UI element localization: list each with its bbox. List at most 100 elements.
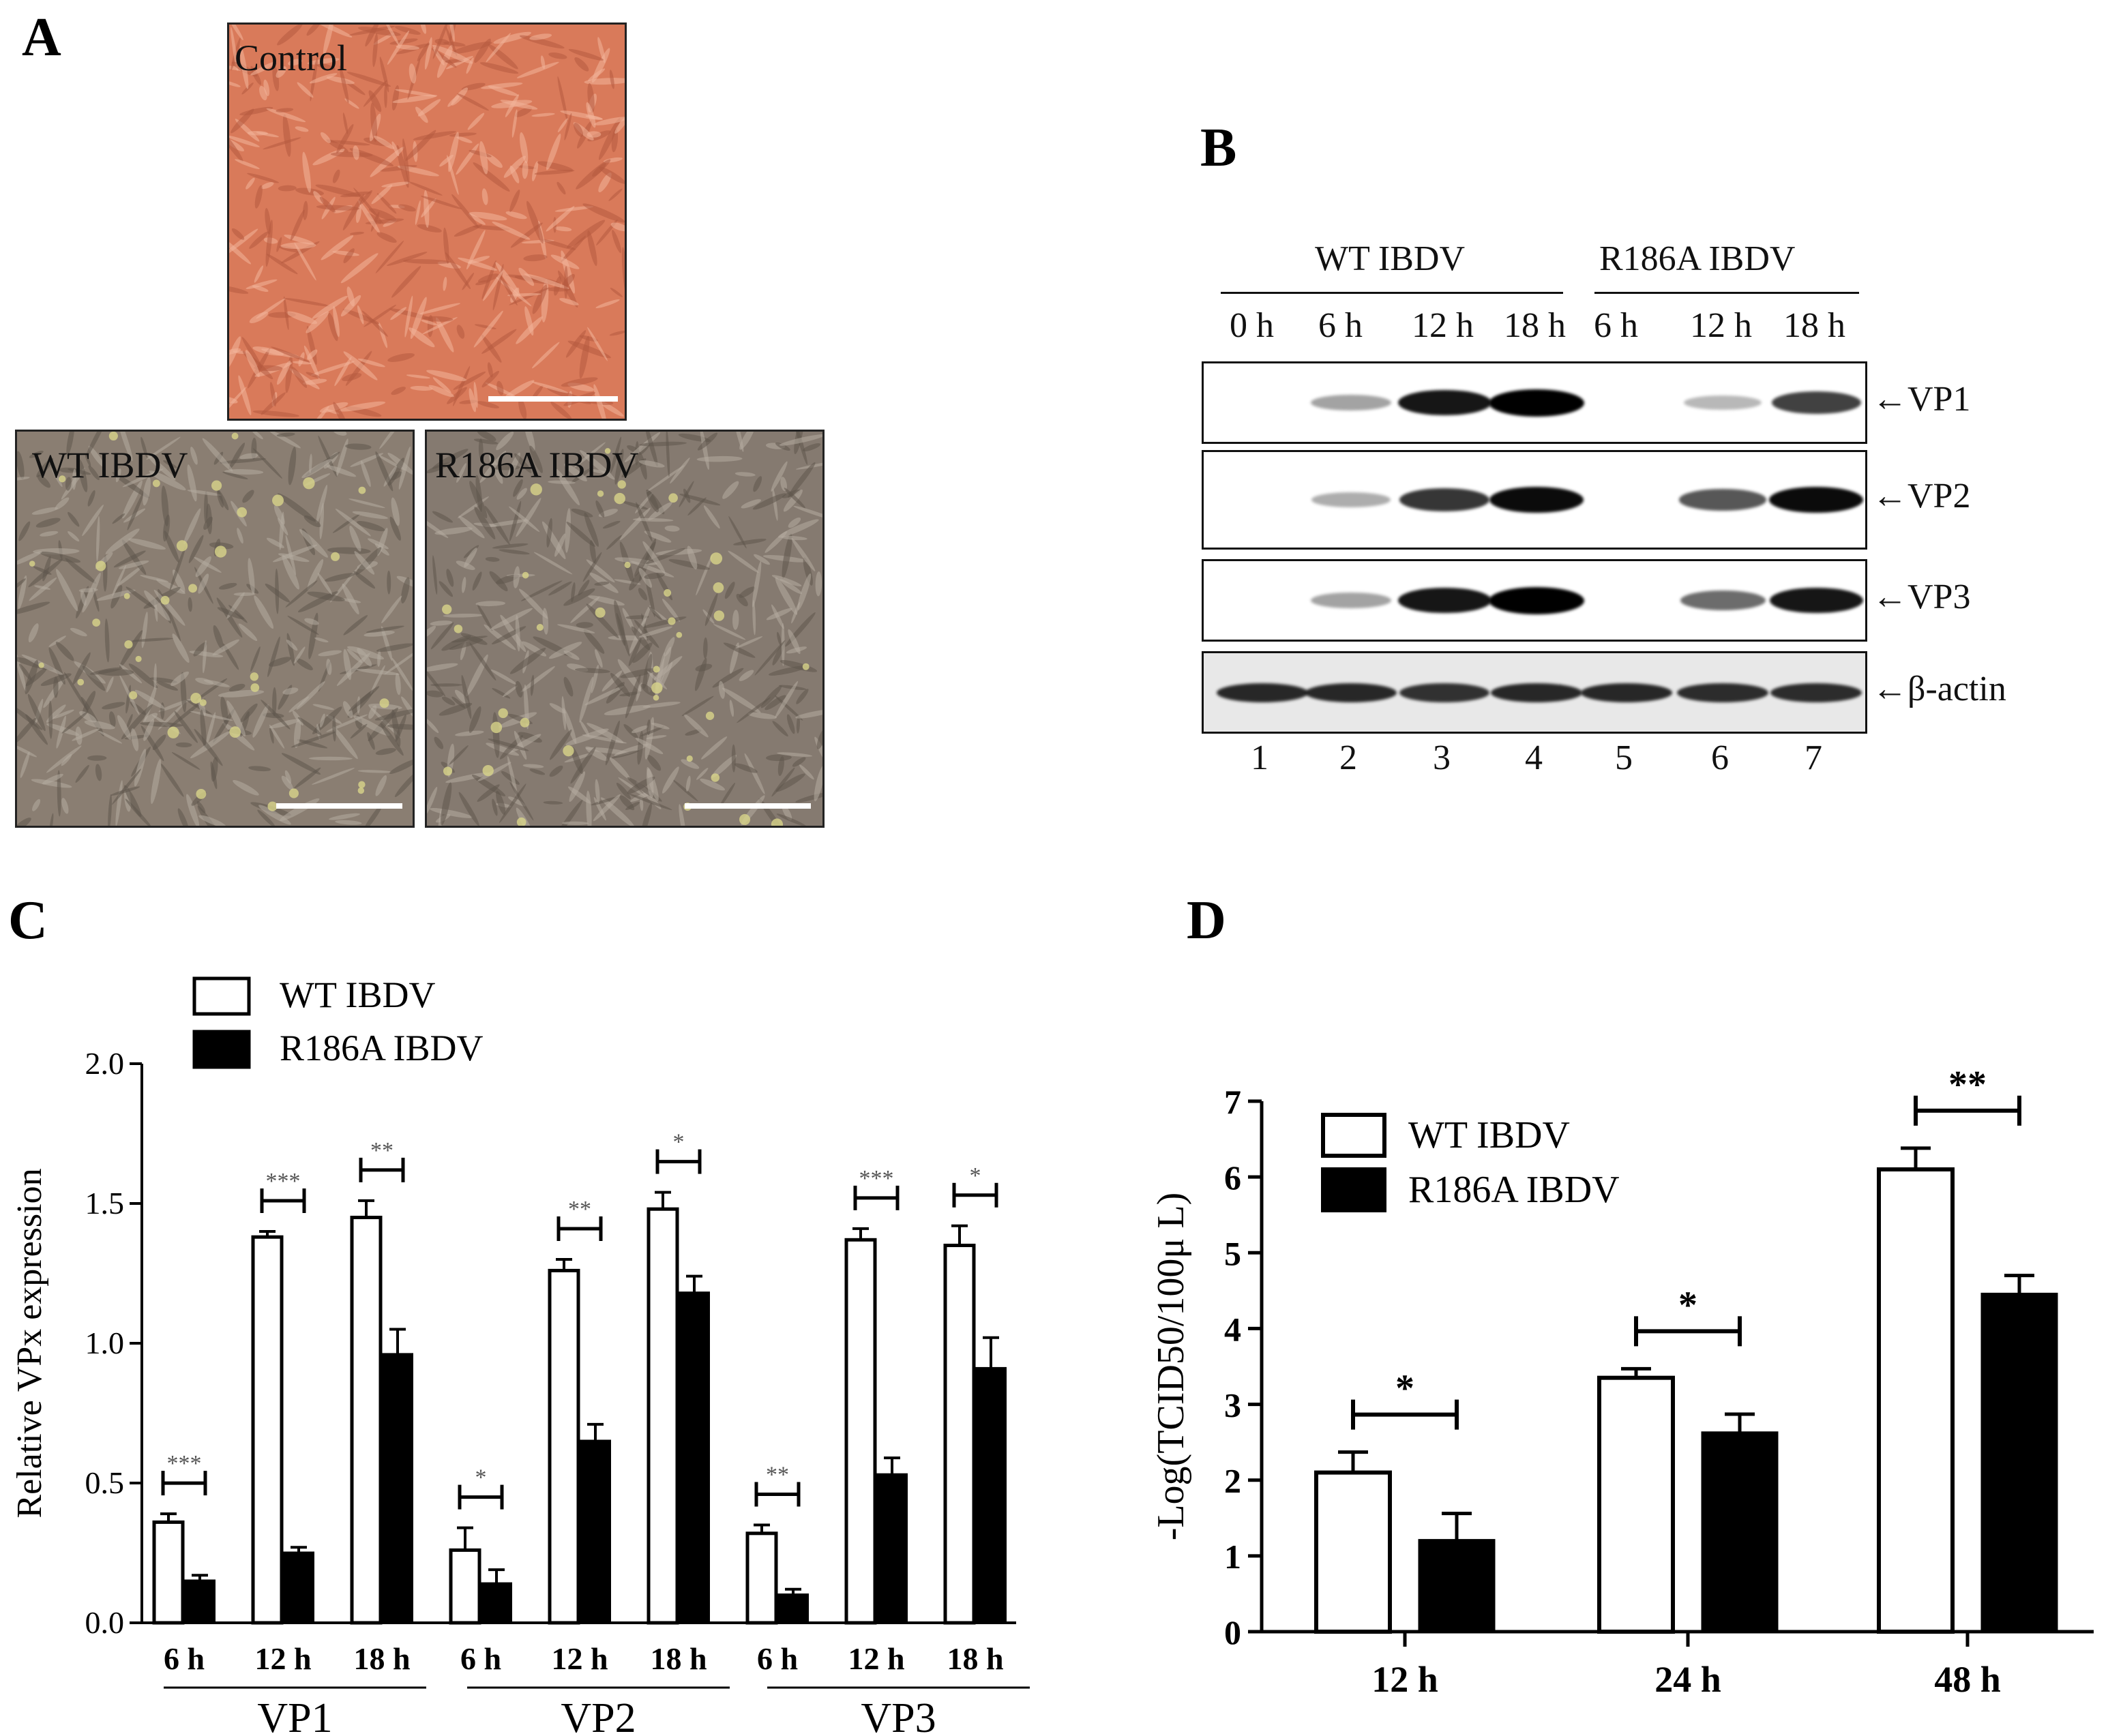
cell-mark bbox=[492, 798, 498, 816]
legend-swatch bbox=[1321, 1167, 1386, 1212]
rounded-cell bbox=[443, 766, 453, 776]
cell-mark bbox=[295, 126, 309, 132]
cell-mark bbox=[317, 573, 333, 595]
cell-mark bbox=[342, 113, 348, 134]
cell-mark bbox=[368, 90, 382, 113]
cell-mark bbox=[439, 581, 454, 597]
rounded-cell bbox=[530, 483, 542, 496]
cell-mark bbox=[728, 550, 759, 573]
cell-mark bbox=[131, 638, 173, 642]
cell-mark bbox=[28, 623, 39, 642]
cell-mark bbox=[82, 572, 101, 613]
cell-mark bbox=[784, 488, 806, 509]
timepoint-label: 12 h bbox=[1690, 306, 1752, 345]
cell-mark bbox=[42, 773, 63, 785]
cell-mark bbox=[788, 462, 816, 498]
cell-mark bbox=[516, 61, 559, 78]
x-tick-label: 6 h bbox=[460, 1641, 501, 1676]
cell-mark bbox=[557, 118, 568, 133]
cell-mark bbox=[250, 61, 277, 76]
bar-wt bbox=[152, 1520, 185, 1625]
cell-mark bbox=[780, 477, 787, 492]
cell-mark bbox=[469, 642, 496, 681]
rounded-cell bbox=[614, 492, 625, 505]
cell-mark bbox=[144, 590, 170, 621]
cell-mark bbox=[233, 592, 256, 596]
cell-mark bbox=[291, 731, 336, 748]
cell-mark bbox=[288, 447, 297, 485]
cell-mark bbox=[229, 236, 252, 265]
cell-mark bbox=[729, 700, 734, 717]
bar-wt bbox=[1597, 1375, 1675, 1634]
cell-mark bbox=[346, 648, 363, 663]
significance-stars: ** bbox=[766, 1463, 789, 1488]
cell-mark bbox=[777, 755, 784, 776]
cell-mark bbox=[602, 670, 623, 692]
cell-mark bbox=[34, 585, 51, 590]
cell-texture bbox=[229, 25, 625, 419]
cell-mark bbox=[332, 169, 340, 183]
cell-mark bbox=[629, 569, 644, 590]
cell-mark bbox=[394, 770, 413, 797]
cell-mark bbox=[171, 752, 201, 770]
cell-mark bbox=[457, 93, 489, 111]
cell-mark bbox=[387, 570, 391, 595]
rounded-cell bbox=[604, 448, 611, 454]
significance-stars: * bbox=[1678, 1284, 1697, 1326]
cell-mark bbox=[447, 25, 455, 42]
cell-mark bbox=[309, 453, 312, 474]
cell-mark bbox=[779, 434, 822, 446]
cell-mark bbox=[679, 494, 721, 506]
cell-mark bbox=[509, 165, 520, 183]
cell-mark bbox=[380, 723, 404, 756]
cell-mark bbox=[112, 472, 149, 498]
cell-mark bbox=[574, 442, 606, 468]
cell-mark bbox=[376, 232, 397, 243]
cell-mark bbox=[381, 595, 402, 624]
cell-mark bbox=[610, 222, 625, 232]
x-tick-label: 18 h bbox=[947, 1641, 1003, 1676]
cell-mark bbox=[392, 94, 438, 104]
cell-mark bbox=[31, 507, 59, 515]
cell-mark bbox=[296, 681, 325, 710]
cell-mark bbox=[739, 432, 755, 450]
cell-mark bbox=[229, 25, 243, 41]
bar-r186a bbox=[382, 1353, 413, 1625]
cell-mark bbox=[216, 597, 243, 638]
cell-mark bbox=[327, 140, 370, 146]
cell-mark bbox=[509, 781, 534, 821]
cell-mark bbox=[496, 790, 506, 815]
cell-mark bbox=[169, 546, 186, 591]
cell-mark bbox=[427, 462, 451, 474]
cell-mark bbox=[567, 340, 611, 359]
cell-mark bbox=[273, 505, 285, 525]
cell-mark bbox=[554, 206, 594, 212]
cell-mark bbox=[722, 687, 761, 713]
lane-number: 4 bbox=[1525, 738, 1543, 777]
cell-mark bbox=[565, 508, 571, 553]
cell-mark bbox=[282, 114, 291, 158]
cell-mark bbox=[531, 381, 569, 393]
cell-mark bbox=[395, 89, 436, 97]
cell-mark bbox=[242, 490, 254, 503]
cell-mark bbox=[229, 387, 247, 419]
cell-mark bbox=[333, 402, 350, 419]
cell-mark bbox=[636, 502, 653, 542]
cell-mark bbox=[25, 659, 39, 695]
y-tick-label: 7 bbox=[1224, 1083, 1241, 1121]
y-axis-label: Relative VPx expression bbox=[10, 1168, 49, 1518]
significance-stars: *** bbox=[859, 1166, 894, 1191]
cell-mark bbox=[297, 82, 314, 98]
cell-mark bbox=[662, 598, 681, 622]
blot-band bbox=[1683, 395, 1762, 410]
cell-mark bbox=[361, 310, 388, 337]
cell-mark bbox=[793, 505, 822, 522]
cell-mark bbox=[398, 204, 416, 212]
cell-mark bbox=[782, 533, 792, 579]
bar-wt bbox=[350, 1216, 383, 1625]
cell-mark bbox=[502, 685, 518, 698]
cell-mark bbox=[164, 530, 179, 563]
cell-mark bbox=[406, 374, 430, 379]
cell-mark bbox=[205, 712, 216, 747]
lane-number: 7 bbox=[1805, 738, 1822, 777]
